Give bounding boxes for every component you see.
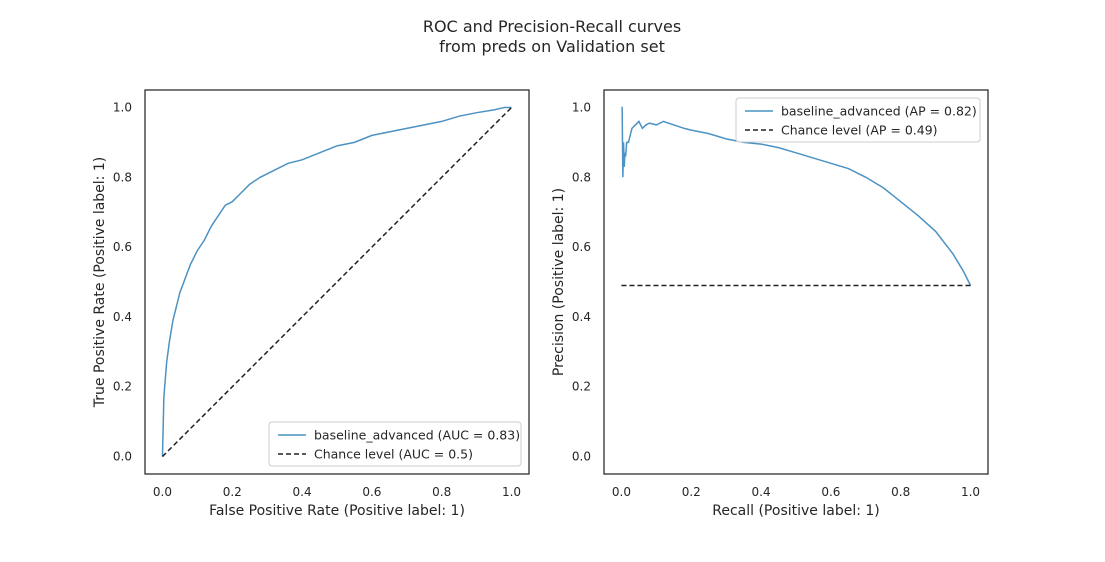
pr-xtick-label: 0.8 bbox=[891, 485, 910, 499]
pr-xtick-label: 0.2 bbox=[682, 485, 701, 499]
pr-legend-label: baseline_advanced (AP = 0.82) bbox=[781, 104, 977, 119]
pr-axes-frame bbox=[603, 89, 989, 475]
roc-ylabel: True Positive Rate (Positive label: 1) bbox=[92, 157, 108, 408]
roc-ytick-label: 0.0 bbox=[113, 450, 132, 464]
roc-xtick-label: 0.0 bbox=[153, 485, 172, 499]
roc-xtick-label: 0.2 bbox=[223, 485, 242, 499]
roc-ytick-label: 0.8 bbox=[113, 170, 132, 184]
roc-xtick-label: 0.8 bbox=[432, 485, 451, 499]
roc-legend-label: Chance level (AUC = 0.5) bbox=[314, 447, 473, 462]
roc-series-chance bbox=[161, 106, 513, 458]
roc-legend: baseline_advanced (AUC = 0.83) Chance lev… bbox=[268, 421, 522, 467]
roc-legend-label: baseline_advanced (AUC = 0.83) bbox=[314, 428, 520, 443]
pr-ytick-label: 0.6 bbox=[572, 240, 591, 254]
roc-series-curve bbox=[161, 106, 512, 457]
pr-ytick-label: 0.4 bbox=[572, 310, 591, 324]
pr-ytick-label: 0.8 bbox=[572, 170, 591, 184]
roc-axes-frame bbox=[144, 89, 530, 475]
roc-ytick-label: 0.6 bbox=[113, 240, 132, 254]
pr-axes: 0.0 0.2 0.4 0.6 0.8 1.0 0.0 0.2 0.4 0.6 0.8 1.0 Reca… bbox=[551, 89, 989, 519]
roc-xtick-label: 1.0 bbox=[502, 485, 521, 499]
pr-legend: baseline_advanced (AP = 0.82) Chance leve… bbox=[735, 97, 981, 143]
roc-axes: 0.0 0.2 0.4 0.6 0.8 1.0 0.0 0.2 0.4 0.6 0.8 1.0 Fals… bbox=[92, 89, 530, 519]
pr-ytick-label: 0.0 bbox=[572, 450, 591, 464]
pr-series-curve bbox=[621, 106, 972, 286]
roc-ytick-label: 0.4 bbox=[113, 310, 132, 324]
pr-legend-label: Chance level (AP = 0.49) bbox=[781, 123, 938, 138]
roc-xtick-label: 0.4 bbox=[293, 485, 312, 499]
pr-xtick-label: 0.6 bbox=[821, 485, 840, 499]
pr-xlabel: Recall (Positive label: 1) bbox=[712, 503, 880, 519]
pr-ylabel: Precision (Positive label: 1) bbox=[551, 188, 567, 376]
pr-ytick-label: 1.0 bbox=[572, 100, 591, 114]
pr-xtick-label: 1.0 bbox=[961, 485, 980, 499]
figure-title-line-2: from preds on Validation set bbox=[439, 37, 665, 56]
roc-ytick-label: 0.2 bbox=[113, 380, 132, 394]
pr-ytick-label: 0.2 bbox=[572, 380, 591, 394]
roc-xlabel: False Positive Rate (Positive label: 1) bbox=[209, 503, 465, 519]
figure-title-line-1: ROC and Precision-Recall curves bbox=[423, 17, 681, 36]
pr-xtick-label: 0.0 bbox=[612, 485, 631, 499]
roc-ytick-label: 1.0 bbox=[113, 100, 132, 114]
pr-xtick-label: 0.4 bbox=[752, 485, 771, 499]
roc-xtick-label: 0.6 bbox=[362, 485, 381, 499]
